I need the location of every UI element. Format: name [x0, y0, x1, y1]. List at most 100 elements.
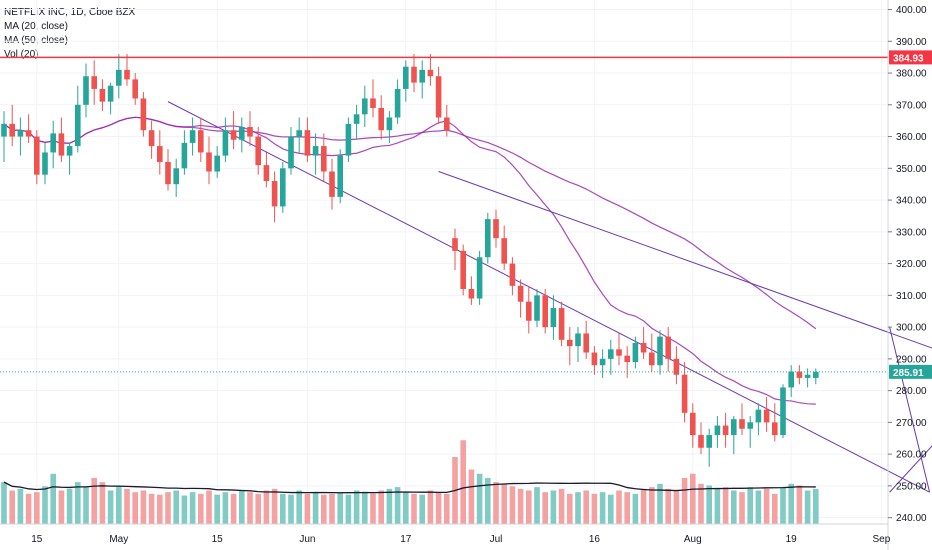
volume-bar [747, 487, 753, 524]
candle-body [247, 127, 253, 137]
candle-body [296, 130, 302, 137]
candle-body [345, 123, 352, 156]
volume-bar [591, 493, 598, 524]
candle-body [550, 308, 557, 328]
legend-symbol: NETFLIX INC, 1D, Cboe BZX [4, 7, 136, 18]
price-tick-label: 310.00 [896, 291, 927, 302]
price-tick-label: 290.00 [896, 354, 927, 365]
candle-body [706, 435, 712, 448]
volume-bar [772, 493, 778, 524]
time-tick-label: 15 [212, 534, 224, 545]
candle-body [198, 130, 204, 153]
candle-body [616, 349, 622, 356]
candle-body [124, 69, 130, 80]
volume-bar [165, 492, 171, 524]
time-tick-label: 16 [589, 534, 601, 545]
candle-body [17, 130, 24, 137]
volume-bar [17, 488, 24, 524]
volume-bar [157, 494, 163, 524]
candle-body [476, 257, 483, 299]
candle-body [583, 333, 589, 353]
candle-body [312, 146, 319, 156]
volume-bar [42, 486, 48, 524]
volume-bar [501, 483, 507, 524]
volume-bar [34, 492, 40, 524]
volume-bar [558, 488, 565, 524]
volume-bar [411, 493, 417, 524]
candle-body [731, 419, 737, 436]
candle-body [42, 152, 48, 175]
candle-body [25, 130, 32, 137]
candle-body [796, 371, 803, 378]
price-tick-label: 380.00 [896, 69, 927, 80]
volume-bar [148, 493, 155, 524]
candle-body [599, 358, 606, 366]
volume-bar [140, 490, 147, 524]
volume-bar [616, 490, 622, 524]
volume-bar [517, 488, 524, 524]
volume-bar [312, 492, 319, 524]
candle-body [116, 69, 122, 86]
candle-body [722, 425, 729, 436]
price-tick-label: 280.00 [896, 386, 927, 397]
volume-bar [99, 482, 106, 524]
volume-bar [460, 440, 466, 524]
candle-body [157, 146, 163, 162]
volume-bar [222, 492, 229, 524]
volume-bar [321, 494, 327, 524]
volume-bar [214, 494, 220, 524]
volume-bar [698, 483, 704, 524]
volume-bar [378, 490, 384, 524]
volume-bar [116, 487, 122, 524]
volume-bar [362, 492, 368, 524]
candle-body [132, 79, 138, 99]
volume-bar [813, 488, 819, 524]
volume-bar [468, 469, 475, 524]
volume-bar [493, 482, 499, 524]
candle-body [321, 146, 327, 172]
candle-body [788, 371, 794, 388]
candle-body [763, 409, 770, 423]
candle-body [173, 168, 179, 185]
time-tick-label: 19 [786, 534, 798, 545]
candle-body [755, 409, 762, 423]
volume-bar [329, 493, 335, 524]
volume-ma-20 [3, 481, 816, 494]
volume-bar [304, 493, 311, 524]
volume-bar [386, 488, 393, 524]
volume-bar [542, 492, 548, 524]
volume-bar [706, 485, 712, 524]
volume-bar [665, 488, 671, 524]
candle-body [403, 66, 409, 89]
volume-bar [509, 486, 516, 524]
trendline [889, 326, 931, 493]
volume-bar [657, 483, 663, 524]
candle-body [189, 130, 196, 143]
candle-body [591, 352, 598, 366]
trendline [167, 101, 930, 493]
candle-body [632, 342, 639, 363]
volume-bar [714, 488, 721, 524]
price-tick-label: 340.00 [896, 196, 927, 207]
candle-body [681, 374, 688, 413]
horizontal-line[interactable]: 384.93 [0, 50, 932, 65]
ma-50-line [3, 116, 817, 330]
volume-bar [181, 495, 188, 524]
volume-bars [1, 440, 819, 524]
volume-bar [288, 494, 294, 524]
candle-body [485, 219, 491, 258]
candle-body [222, 130, 229, 156]
candle-body [534, 295, 540, 321]
candle-body [608, 349, 614, 359]
time-tick-label: 17 [400, 534, 412, 545]
last-price-tag [889, 364, 932, 379]
price-tick-label: 400.00 [896, 5, 927, 16]
time-tick-label: Sep [873, 534, 891, 545]
candle-body [58, 133, 65, 156]
candle-body [9, 123, 15, 137]
candle-body [91, 76, 97, 89]
time-tick-label: Jun [299, 534, 315, 545]
volume-bar [624, 492, 630, 524]
candle-body [657, 336, 663, 366]
